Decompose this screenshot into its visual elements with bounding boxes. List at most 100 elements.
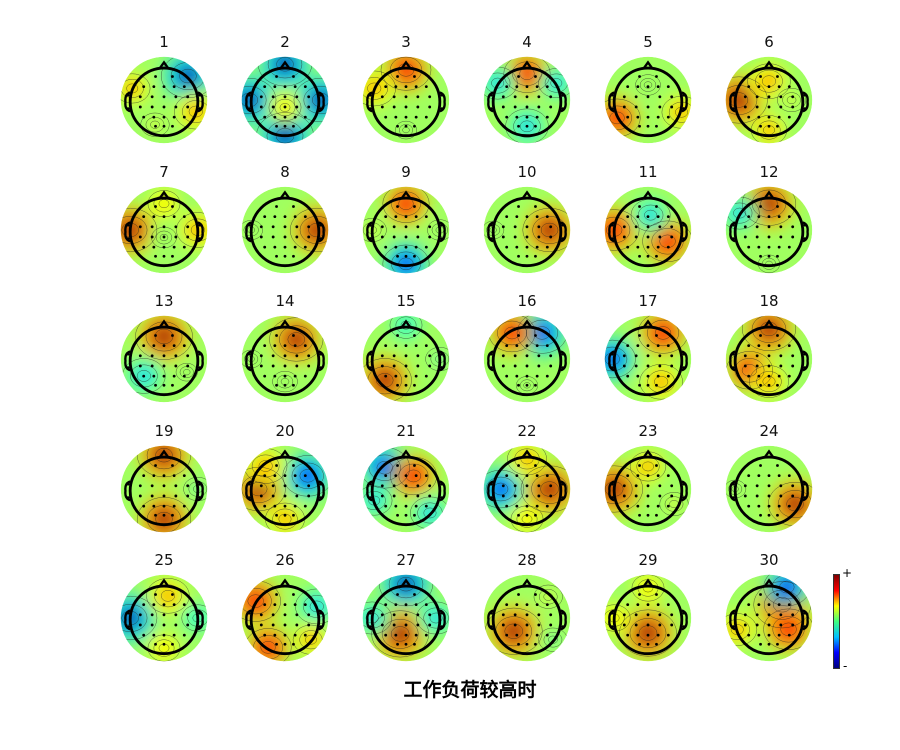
topomap-10: 10: [472, 163, 582, 288]
scalp-map: [241, 315, 329, 403]
head-outline: [249, 325, 321, 397]
topomap-number: 4: [522, 33, 532, 51]
activation-blob: [389, 113, 423, 144]
head-outline: [370, 455, 442, 526]
head-outline: [612, 325, 684, 397]
activation-blob: [141, 625, 187, 662]
topomap-18: 18: [714, 292, 824, 417]
activation-blob: [266, 362, 304, 401]
topomap-3: 3: [351, 33, 461, 158]
head-outline: [370, 584, 442, 656]
head-outline: [733, 455, 805, 526]
topomap-29: 29: [593, 551, 703, 676]
scalp-map: [604, 574, 692, 662]
head-outline: [491, 584, 563, 656]
topomap-number: 28: [517, 551, 537, 569]
topomap-number: 3: [401, 33, 411, 51]
topomap-17: 17: [593, 292, 703, 417]
topomap-number: 26: [275, 551, 295, 569]
head-outline: [128, 196, 200, 267]
topomap-number: 10: [517, 162, 537, 181]
scalp-map: [362, 186, 450, 273]
scalp-map: [241, 574, 329, 662]
figure-caption: 工作负荷较高时: [403, 679, 537, 701]
scalp-map: [725, 315, 813, 403]
topomap-20: 20: [230, 422, 340, 547]
topomap-number: 8: [280, 162, 290, 181]
topomap-28: 28: [472, 551, 582, 676]
scalp-map: [725, 574, 813, 662]
head-outline: [249, 196, 321, 267]
topomap-30: 30: [714, 551, 824, 676]
topomap-number: 23: [638, 421, 658, 440]
scalp-map: [483, 574, 571, 662]
activation-blob: [375, 233, 437, 273]
scalp-map: [362, 574, 450, 662]
head-outline: [128, 584, 200, 656]
topomap-16: 16: [472, 292, 582, 417]
topomap-number: 6: [764, 33, 774, 51]
topomap-6: 6: [714, 33, 824, 158]
colorbar-max-label: +: [842, 566, 853, 580]
topomap-number: 11: [638, 162, 658, 181]
topomap-12: 12: [714, 163, 824, 288]
topomap-number: 18: [759, 292, 779, 310]
head-outline: [128, 325, 200, 397]
activation-blob: [504, 496, 550, 532]
head-outline: [128, 455, 200, 526]
topomap-number: 13: [154, 292, 174, 310]
scalp-map: [241, 56, 329, 144]
topomap-8: 8: [230, 163, 340, 288]
head-outline: [491, 196, 563, 267]
topomap-number: 30: [759, 551, 779, 569]
topomap-2: 2: [230, 33, 340, 158]
topomap-number: 22: [517, 421, 537, 440]
scalp-map: [241, 445, 329, 532]
head-outline: [370, 66, 442, 138]
scalp-map: [604, 186, 692, 273]
topomap-13: 13: [109, 292, 219, 417]
head-outline: [370, 325, 442, 397]
scalp-map: [604, 445, 692, 532]
scalp-map: [483, 56, 571, 144]
topomap-number: 15: [396, 292, 416, 310]
activation-blob: [383, 315, 429, 348]
activation-blob: [169, 355, 204, 390]
head-outline: [491, 66, 563, 138]
head-outline: [612, 584, 684, 656]
head-outline: [733, 66, 805, 138]
head-outline: [733, 196, 805, 267]
topomap-number: 17: [638, 292, 658, 310]
topomap-9: 9: [351, 163, 461, 288]
scalp-map: [362, 445, 450, 532]
topomap-number: 27: [396, 551, 416, 569]
activation-blob: [742, 355, 796, 403]
topomap-25: 25: [109, 551, 219, 676]
head-outline: [612, 66, 684, 138]
scalp-map: [604, 56, 692, 144]
topomap-5: 5: [593, 33, 703, 158]
topomap-number: 19: [154, 421, 174, 440]
scalp-map: [604, 315, 692, 403]
topomap-1: 1: [109, 33, 219, 158]
topomap-14: 14: [230, 292, 340, 417]
head-outline: [612, 455, 684, 526]
scalp-map: [725, 56, 813, 144]
head-outline: [249, 584, 321, 656]
activation-blob: [604, 328, 643, 390]
topomap-number: 29: [638, 551, 658, 569]
head-outline: [249, 66, 321, 138]
activation-blob: [623, 445, 673, 491]
topomap-15: 15: [351, 292, 461, 417]
topomap-26: 26: [230, 551, 340, 676]
topomap-number: 5: [643, 33, 653, 51]
scalp-map: [120, 56, 208, 144]
scalp-map: [120, 315, 208, 403]
activation-blob: [409, 591, 450, 645]
scalp-map: [362, 315, 450, 403]
head-outline: [128, 66, 200, 138]
activation-blob: [625, 574, 671, 611]
topomap-number: 2: [280, 33, 290, 51]
